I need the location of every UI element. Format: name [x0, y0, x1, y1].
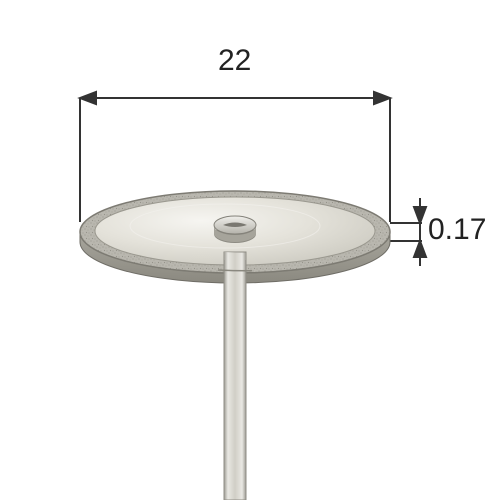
- thickness-dimension: [390, 198, 426, 266]
- diameter-dimension-label: 22: [218, 44, 251, 78]
- shaft: [218, 252, 252, 500]
- thickness-dimension-label: 0.17: [428, 213, 486, 247]
- diagram-stage: 22 0.17: [0, 0, 500, 500]
- hub: [214, 216, 256, 243]
